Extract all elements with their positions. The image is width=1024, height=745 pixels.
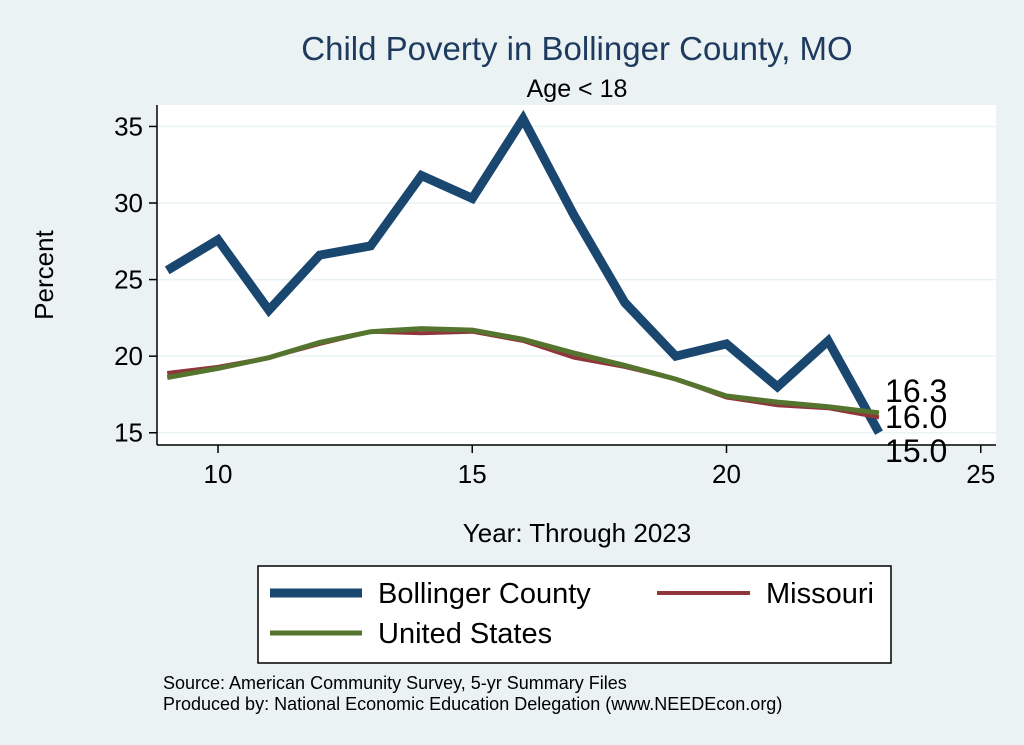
source-note: Source: American Community Survey, 5-yr … bbox=[163, 673, 627, 693]
y-axis-label: Percent bbox=[29, 229, 59, 319]
end-label-bollinger-county: 15.0 bbox=[885, 433, 947, 469]
chart-subtitle: Age < 18 bbox=[527, 75, 628, 103]
series-line-bollinger-county bbox=[164, 109, 883, 435]
end-label-united-states: 16.3 bbox=[885, 373, 947, 409]
x-tick-label-20: 20 bbox=[712, 459, 741, 489]
y-tick-label-15: 15 bbox=[114, 418, 143, 448]
legend-label-missouri: Missouri bbox=[766, 578, 874, 610]
legend-box bbox=[257, 565, 892, 664]
legend: Bollinger County Missouri United States bbox=[257, 565, 892, 664]
plot-area bbox=[157, 105, 996, 445]
y-tick-label-35: 35 bbox=[114, 111, 143, 141]
chart-title: Child Poverty in Bollinger County, MO bbox=[301, 30, 852, 67]
y-tick-label-20: 20 bbox=[114, 341, 143, 371]
series-line-united-states bbox=[166, 326, 880, 416]
axes: 15 20 25 30 35 10 15 20 25 bbox=[114, 105, 996, 489]
x-tick-label-15: 15 bbox=[458, 459, 487, 489]
y-tick-label-25: 25 bbox=[114, 265, 143, 295]
produced-note: Produced by: National Economic Education… bbox=[163, 694, 782, 714]
series-lines bbox=[164, 109, 883, 435]
legend-label-bollinger-county: Bollinger County bbox=[378, 578, 591, 610]
end-label-missouri: 16.0 bbox=[885, 399, 947, 435]
legend-label-united-states: United States bbox=[378, 618, 552, 650]
end-labels: 15.016.016.3 bbox=[885, 373, 947, 469]
x-tick-label-25: 25 bbox=[966, 459, 995, 489]
x-axis-label: Year: Through 2023 bbox=[463, 518, 691, 548]
y-tick-label-30: 30 bbox=[114, 188, 143, 218]
x-tick-label-10: 10 bbox=[204, 459, 233, 489]
